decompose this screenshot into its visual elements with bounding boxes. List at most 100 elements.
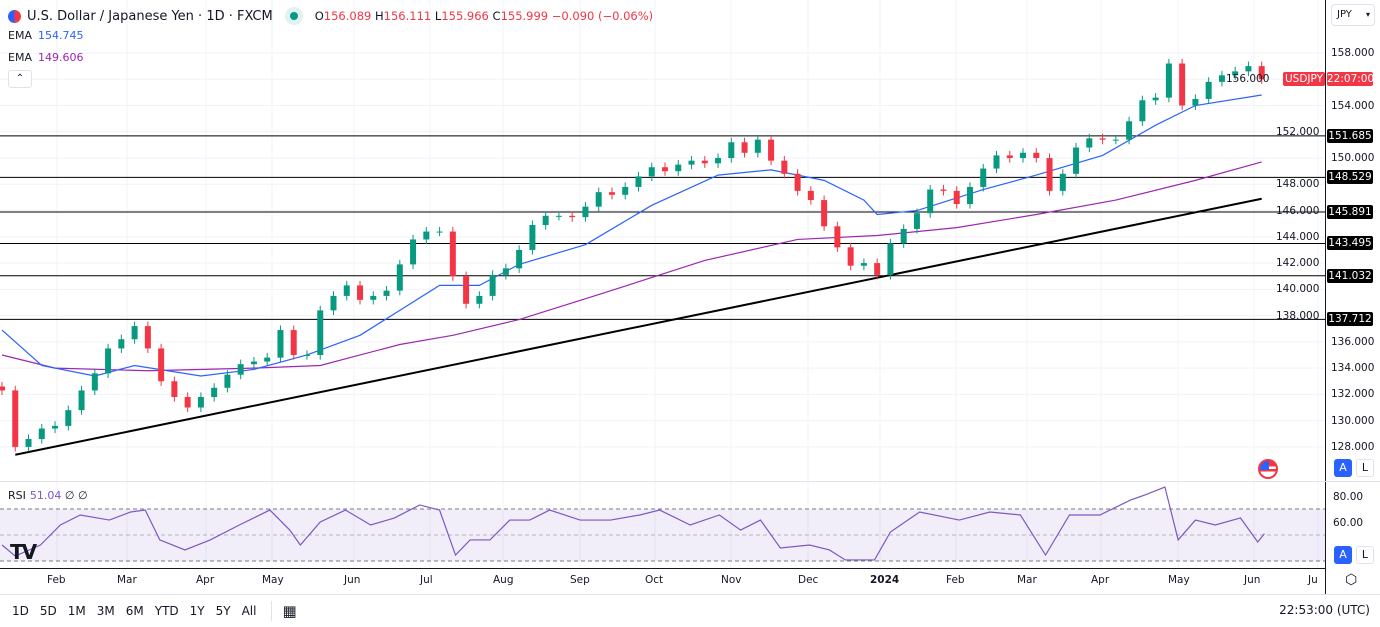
candle-body [887, 243, 894, 275]
candle-body [821, 200, 828, 227]
candle-body [529, 225, 536, 250]
time-axis-label: Jun [1244, 574, 1261, 586]
candle-body [489, 274, 496, 296]
candle-body [675, 164, 682, 172]
candle-body [595, 192, 602, 207]
range-6m[interactable]: 6M [125, 604, 144, 618]
countdown-badge: 22:07:00 [1327, 72, 1375, 86]
time-axis-label: Mar [117, 574, 137, 586]
rsi-legend[interactable]: RSI 51.04 ∅ ∅ [8, 489, 88, 502]
candle-body [1258, 66, 1265, 80]
candle-body [436, 231, 443, 233]
ema-slow-line [1, 161, 1262, 372]
candle-body [197, 397, 204, 408]
symbol-title[interactable]: U.S. Dollar / Japanese Yen · 1D · FXCM [27, 8, 273, 24]
candle-body [423, 231, 430, 240]
candle-body [144, 326, 151, 349]
candle-body [715, 158, 722, 164]
candle-body [330, 295, 337, 311]
time-axis-label: Ju [1308, 574, 1318, 586]
candle-body [1126, 121, 1133, 140]
currency-value: JPY [1337, 9, 1352, 20]
range-5d[interactable]: 5D [39, 604, 57, 618]
candle-body [250, 361, 257, 365]
close-label: C [492, 9, 501, 23]
time-axis-label: Aug [493, 574, 514, 586]
rsi-axis-label: 80.00 [1333, 491, 1364, 503]
price-axis-label: 156.000 [1226, 73, 1270, 86]
rsi-param-1: ∅ [64, 489, 75, 502]
rsi-line [1, 486, 1265, 561]
candle-body [52, 425, 59, 429]
auto-scale-button[interactable]: A [1334, 459, 1352, 477]
go-to-date-icon[interactable]: ▦ [282, 602, 297, 620]
candle-body [847, 247, 854, 266]
candle-body [913, 213, 920, 229]
price-axis-label: 144.000 [1276, 230, 1320, 243]
settings-icon[interactable]: ⬡ [1345, 572, 1358, 588]
range-3m[interactable]: 3M [96, 604, 115, 618]
log-scale-button[interactable]: L [1356, 459, 1374, 477]
price-axis-label: 154.000 [1331, 99, 1375, 112]
rsi-auto-scale-button[interactable]: A [1334, 546, 1352, 564]
range-1m[interactable]: 1M [67, 604, 86, 618]
rsi-log-scale-button[interactable]: L [1356, 546, 1374, 564]
us-event-flag-icon[interactable] [1258, 459, 1278, 479]
candle-body [317, 310, 324, 355]
collapse-legend-button[interactable]: ⌃ [8, 70, 32, 88]
market-status-icon [284, 7, 303, 25]
candle-body [781, 160, 788, 174]
candle-body [237, 364, 244, 375]
candle-body [662, 167, 668, 172]
ema-slow-legend[interactable]: EMA 149.606 [8, 51, 83, 64]
candle-body [1046, 158, 1053, 191]
range-1d[interactable]: 1D [12, 604, 29, 618]
candle-body [1232, 71, 1239, 76]
candle-body [940, 189, 947, 191]
candle-body [582, 206, 589, 218]
chevron-down-icon: ▾ [1365, 10, 1370, 19]
candle-body [1218, 75, 1225, 82]
level-price-badge: 145.891 [1327, 204, 1373, 219]
rsi-axis-label: 60.00 [1333, 517, 1364, 529]
candle-body [516, 249, 523, 269]
time-axis-label: May [262, 574, 284, 586]
price-axis-label: 158.000 [1331, 47, 1375, 59]
ema-fast-label: EMA [8, 29, 32, 42]
candle-body [1179, 63, 1186, 106]
time-axis-label: Feb [946, 574, 965, 586]
candle-body [65, 410, 72, 426]
range-1y[interactable]: 1Y [189, 604, 205, 618]
ema-fast-legend[interactable]: EMA 154.745 [8, 29, 83, 42]
time-axis-label: Dec [798, 574, 819, 586]
candle-body [1059, 173, 1066, 191]
candle-body [264, 357, 271, 362]
candle-body [131, 326, 138, 340]
candle-body [688, 160, 695, 165]
candle-body [1165, 63, 1172, 98]
currency-select[interactable]: JPY ▾ [1331, 4, 1375, 26]
price-axis-label: 140.000 [1276, 283, 1320, 296]
candle-body [608, 192, 615, 195]
utc-clock[interactable]: 22:53:00 (UTC) [1279, 603, 1370, 617]
candle-body [569, 215, 576, 218]
candle-body [0, 386, 5, 391]
candle-body [476, 295, 483, 304]
candle-body [754, 139, 761, 153]
range-ytd[interactable]: YTD [154, 604, 179, 618]
ema-fast-value: 154.745 [37, 29, 84, 42]
price-chart[interactable] [0, 0, 1380, 594]
candle-body [118, 339, 125, 349]
time-axis-label: Nov [721, 574, 742, 586]
rsi-value: 51.04 [29, 489, 62, 502]
symbol-legend: U.S. Dollar / Japanese Yen · 1D · FXCM O… [8, 7, 653, 25]
price-axis-label: 136.000 [1331, 335, 1375, 348]
time-axis-label: May [1168, 574, 1190, 586]
symbol-badge: USDJPY [1283, 72, 1325, 86]
low-label: L [434, 9, 442, 23]
candle-body [927, 189, 934, 214]
range-all[interactable]: All [241, 604, 257, 618]
range-5y[interactable]: 5Y [215, 604, 231, 618]
tradingview-logo[interactable]: TV [10, 540, 37, 564]
candle-body [966, 186, 973, 204]
